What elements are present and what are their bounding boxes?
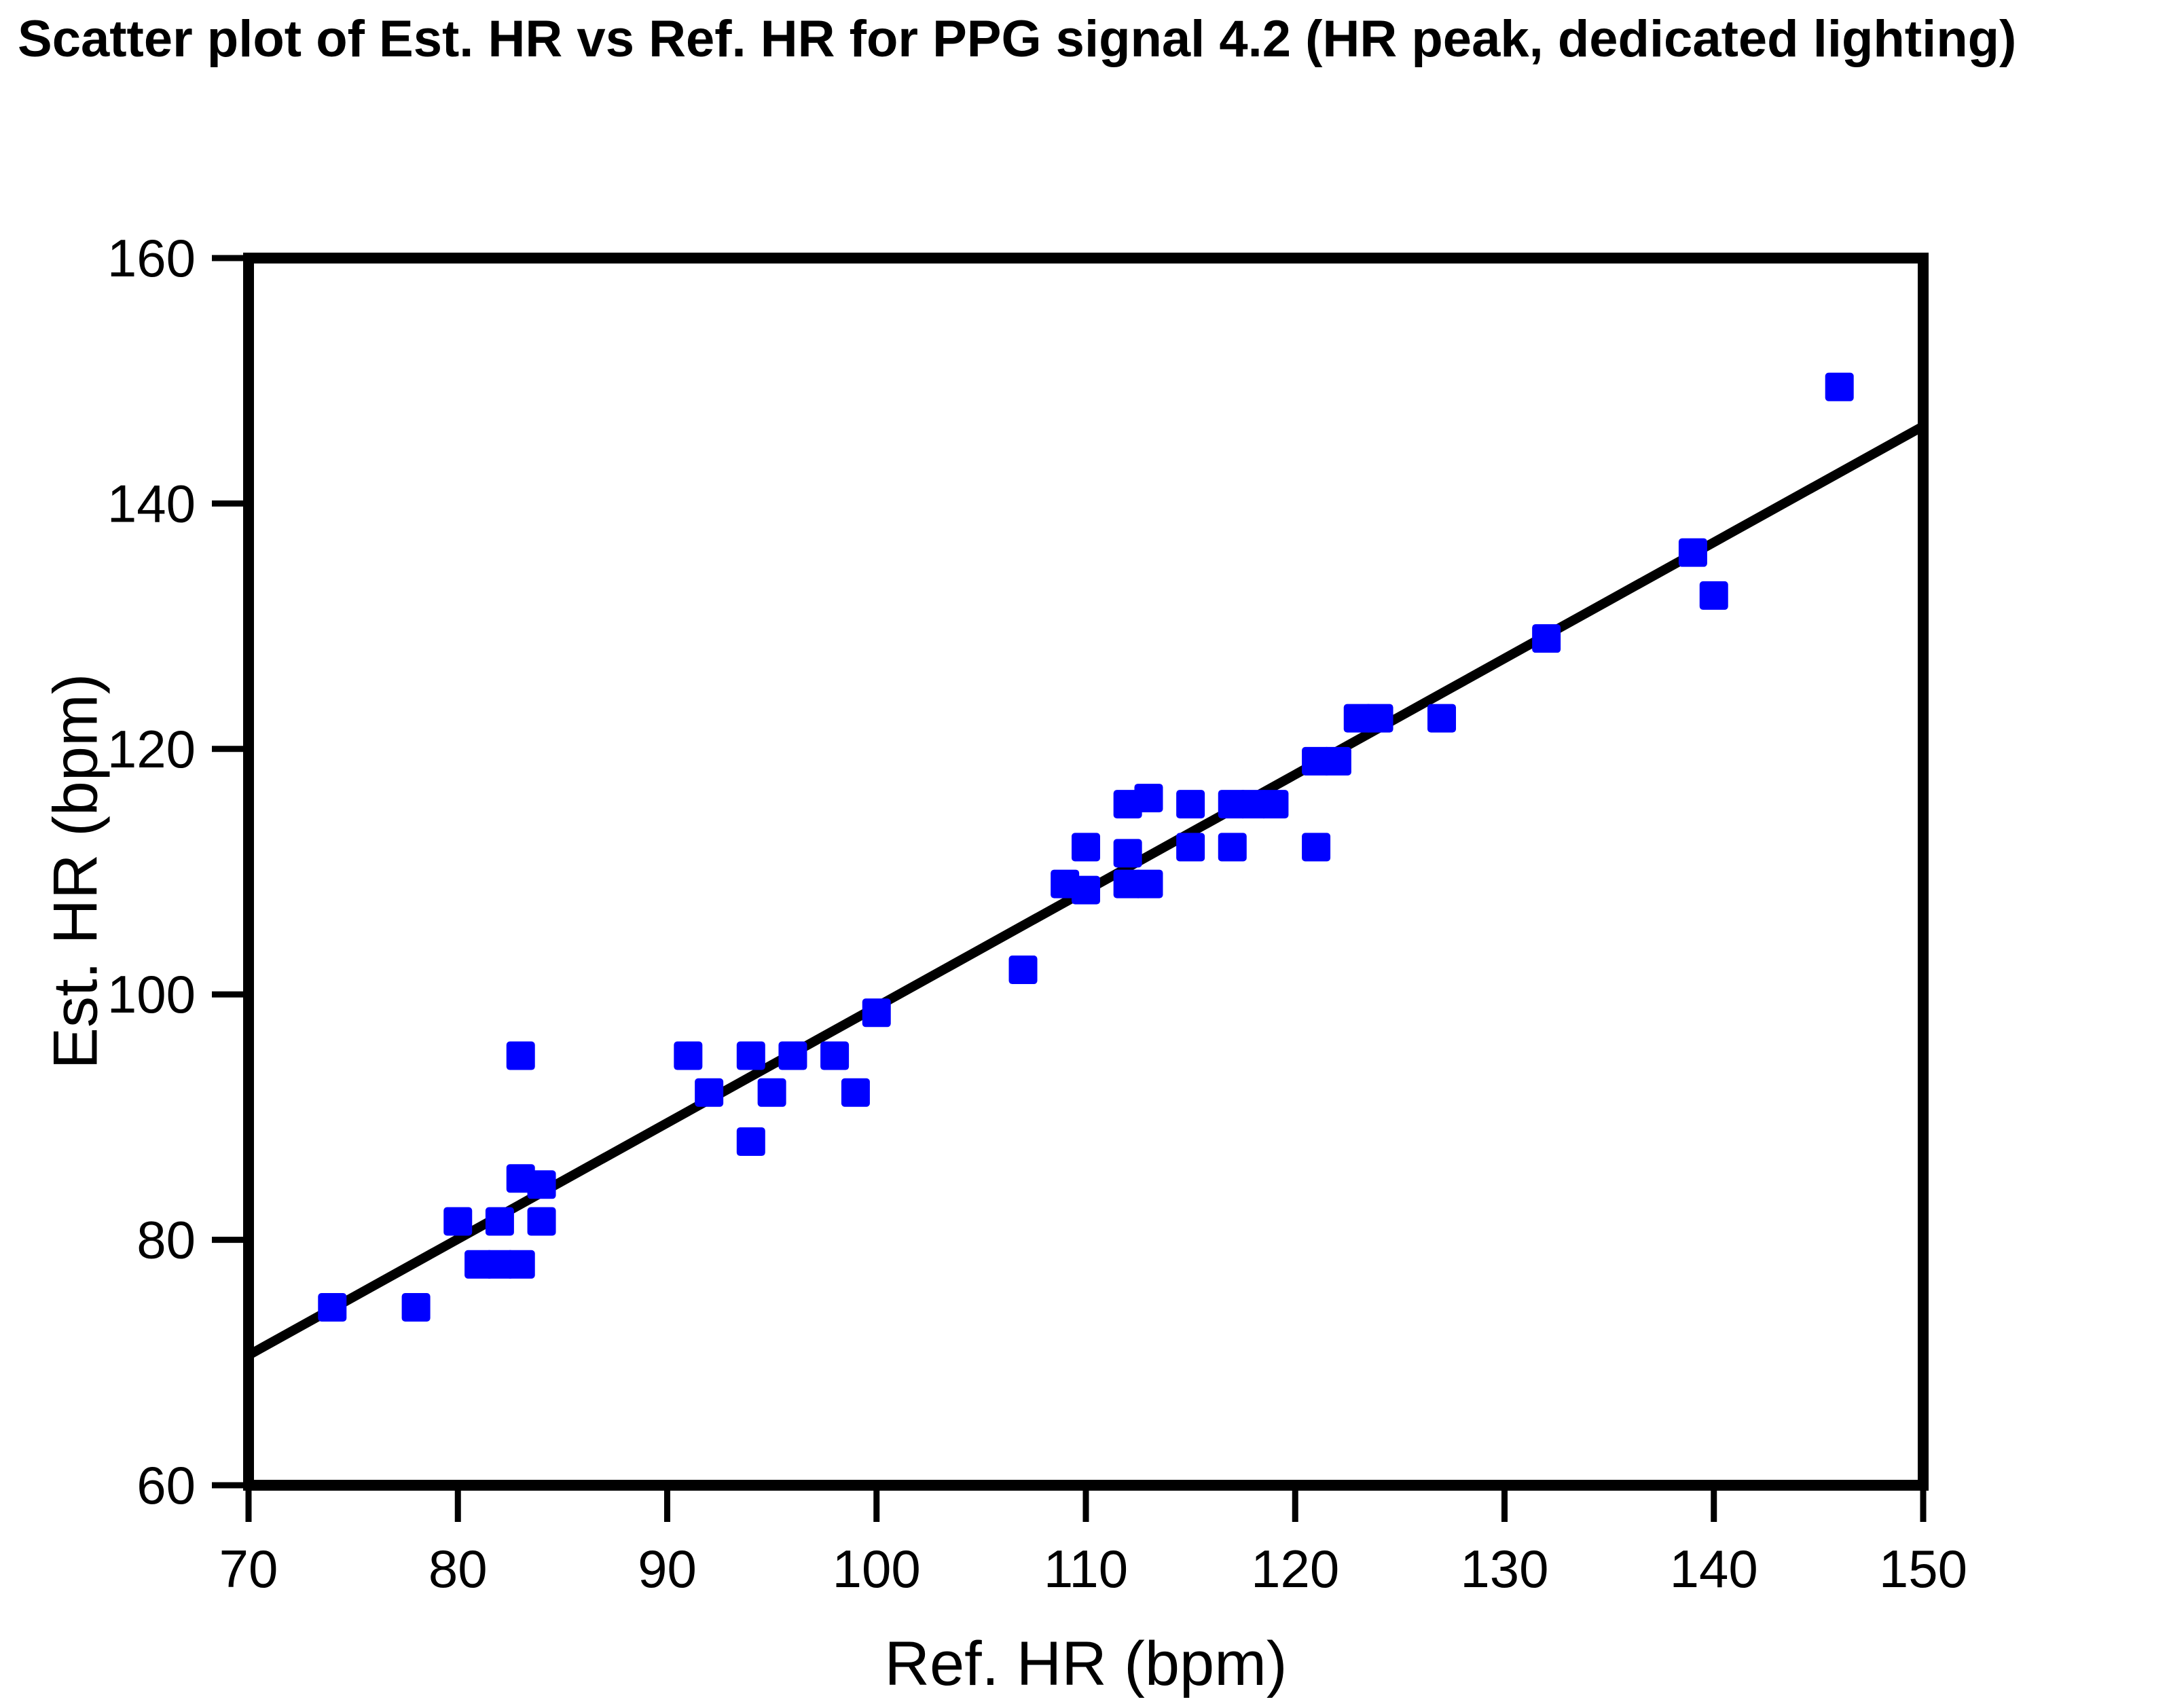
x-tick-label: 70 xyxy=(219,1539,278,1599)
data-point xyxy=(736,1041,765,1070)
x-tick-label: 100 xyxy=(833,1539,921,1599)
data-point xyxy=(401,1292,431,1322)
data-point xyxy=(736,1127,765,1157)
data-point xyxy=(1427,704,1457,733)
data-point xyxy=(1302,833,1331,862)
data-point xyxy=(1134,784,1163,813)
data-point xyxy=(1176,790,1205,819)
data-point xyxy=(778,1041,807,1070)
x-tick-label: 80 xyxy=(429,1539,488,1599)
data-point xyxy=(1072,875,1100,905)
y-tick-label: 140 xyxy=(107,473,196,533)
x-tick-label: 150 xyxy=(1879,1539,1967,1599)
data-point xyxy=(485,1207,514,1236)
y-tick-label: 100 xyxy=(107,964,196,1024)
x-axis-title: Ref. HR (bpm) xyxy=(884,1629,1288,1698)
plot-frame xyxy=(243,253,1929,1491)
data-point xyxy=(1008,956,1038,985)
data-point xyxy=(443,1207,473,1236)
chart-title: Scatter plot of Est. HR vs Ref. HR for P… xyxy=(18,10,2017,68)
data-point xyxy=(1322,746,1351,776)
data-point xyxy=(1678,538,1707,567)
data-point xyxy=(820,1041,850,1070)
data-point xyxy=(1260,790,1289,819)
data-point xyxy=(757,1078,786,1107)
y-tick-label: 60 xyxy=(136,1455,196,1515)
data-point xyxy=(862,998,891,1028)
y-axis-title: Est. HR (bpm) xyxy=(41,673,111,1070)
y-tick-label: 80 xyxy=(136,1210,196,1270)
data-point xyxy=(1072,833,1100,862)
y-tick-label: 120 xyxy=(107,719,196,779)
data-point xyxy=(506,1250,535,1279)
x-tick-label: 90 xyxy=(638,1539,697,1599)
data-point xyxy=(1825,372,1854,401)
data-point xyxy=(1532,624,1561,653)
y-tick-label: 160 xyxy=(107,228,196,288)
data-point xyxy=(1218,833,1247,862)
x-tick-label: 130 xyxy=(1460,1539,1548,1599)
data-point xyxy=(506,1041,535,1070)
data-point xyxy=(318,1292,347,1322)
data-point xyxy=(695,1078,724,1107)
data-point xyxy=(1176,833,1205,862)
data-point xyxy=(841,1078,870,1107)
data-point xyxy=(1134,869,1163,898)
data-point xyxy=(1113,839,1142,868)
data-point xyxy=(1364,704,1393,733)
data-point xyxy=(527,1207,556,1236)
x-tick-label: 110 xyxy=(1044,1539,1128,1599)
x-tick-label: 140 xyxy=(1670,1539,1758,1599)
x-tick-label: 120 xyxy=(1251,1539,1339,1599)
data-point xyxy=(506,1164,535,1193)
data-point xyxy=(1699,581,1728,610)
data-point xyxy=(674,1041,703,1070)
